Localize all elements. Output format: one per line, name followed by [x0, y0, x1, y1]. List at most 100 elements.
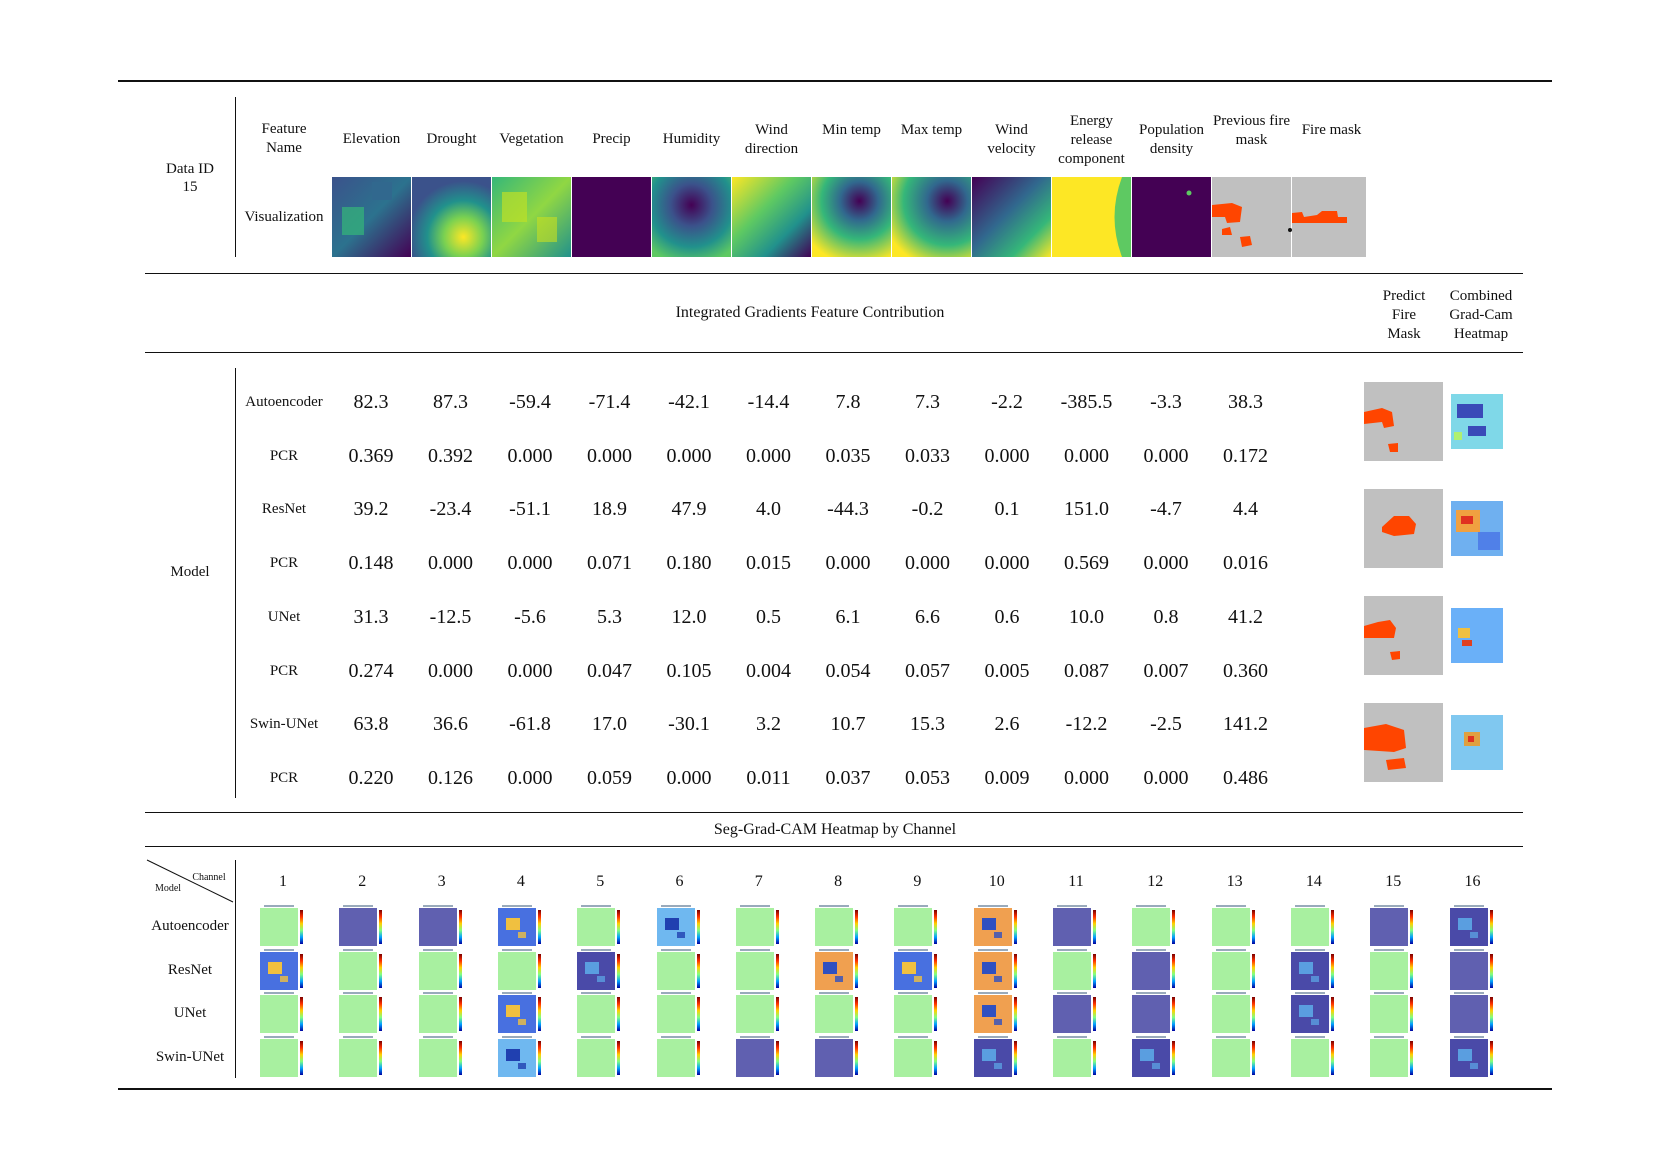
feature-header: Energy release component [1058, 113, 1125, 167]
ig-value: 0.037 [825, 766, 871, 789]
ig-value: 0.007 [1143, 659, 1189, 682]
vrule-top [235, 97, 236, 257]
ig-value: 38.3 [1228, 391, 1263, 413]
ig-value: 0.360 [1223, 659, 1268, 682]
ig-value: 63.8 [353, 713, 389, 736]
ig-value: 18.9 [592, 498, 627, 521]
feature-header: Wind velocity [987, 122, 1036, 157]
ig-value: -12.5 [429, 605, 472, 628]
cam-heatmap [339, 948, 383, 990]
ig-value: -3.3 [1150, 391, 1182, 413]
ig-value: -23.4 [429, 498, 472, 521]
feature-header: Humidity [662, 131, 721, 147]
ig-value: 0.000 [905, 552, 950, 575]
data-id-label: Data ID [166, 161, 214, 177]
ig-value: 3.2 [756, 713, 781, 736]
ig-value: 6.6 [915, 605, 940, 628]
ig-value: 15.3 [910, 713, 945, 736]
cam-heatmap [497, 992, 541, 1033]
ig-value: 0.126 [428, 766, 473, 789]
ig-value: 0.392 [428, 444, 473, 467]
ig-value: 0.000 [428, 659, 473, 682]
ig-value: 39.2 [353, 498, 389, 521]
cam-heatmap [1053, 992, 1096, 1033]
ig-value: 0.000 [1143, 552, 1189, 575]
feature-visualizations [332, 177, 1366, 257]
ig-row-label: UNet [267, 608, 301, 625]
cam-heatmap [418, 905, 462, 946]
viz-max-temp [892, 177, 971, 257]
channel-header: 3 [437, 873, 446, 890]
ig-value: 10.0 [1069, 605, 1104, 628]
ig-value: 5.3 [597, 605, 622, 628]
cam-heatmap [1449, 905, 1493, 946]
viz-wind-velocity [972, 177, 1051, 257]
ig-value: 0.087 [1064, 659, 1109, 682]
ig-value: -44.3 [827, 498, 869, 521]
channel-header: 14 [1305, 873, 1322, 890]
ig-row-label: PCR [269, 447, 299, 464]
cam-heatmap [1370, 1035, 1414, 1077]
ig-value: 0.035 [825, 444, 871, 467]
ig-value: -61.8 [509, 713, 551, 736]
cam-heatmap [1053, 948, 1096, 990]
ig-value: 151.0 [1064, 498, 1109, 521]
combined-gradcam-label: Combined Grad-Cam Heatmap [1449, 288, 1513, 342]
rule-after-ig-header [145, 352, 1523, 353]
cam-heatmap [1290, 992, 1334, 1033]
ig-value: -30.1 [668, 713, 710, 736]
feature-header: Wind direction [744, 122, 799, 157]
viz-min-temp [812, 177, 891, 257]
ig-value: -5.6 [514, 605, 546, 628]
cam-heatmap [1370, 905, 1414, 946]
cam-heatmap [1449, 992, 1493, 1033]
ig-value: 0.047 [587, 659, 632, 682]
ig-row-label: PCR [269, 769, 299, 786]
cam-heatmap [1370, 992, 1414, 1033]
cam-heatmap [894, 948, 938, 990]
channel-header: 6 [675, 873, 684, 890]
ig-value: 0.000 [1064, 444, 1109, 467]
ig-value: 4.4 [1233, 498, 1258, 521]
ig-value: 0.000 [507, 659, 553, 682]
vrule-cam [235, 860, 236, 1078]
cam-model-label: ResNet [167, 961, 213, 978]
ig-row-label: ResNet [261, 501, 307, 518]
ig-value: 0.369 [348, 444, 394, 467]
cam-heatmap [735, 992, 779, 1033]
channel-header: 7 [754, 873, 763, 890]
cam-heatmap [815, 1035, 859, 1077]
feature-header: Min temp [822, 122, 881, 138]
ig-value: 82.3 [353, 391, 389, 413]
cam-heatmap [497, 905, 541, 946]
feature-header: Population density [1138, 122, 1204, 157]
ig-value: 0.009 [984, 766, 1030, 789]
viz-wind-direction [732, 177, 811, 257]
cam-heatmap [1211, 905, 1255, 946]
cam-heatmap [260, 948, 303, 990]
cam-heatmap [894, 992, 938, 1033]
cam-heatmap [577, 992, 621, 1033]
rule-after-seg-title [145, 846, 1523, 847]
ig-value: 0.000 [825, 552, 871, 575]
cam-heatmap [973, 992, 1017, 1033]
ig-value: 0.5 [756, 605, 781, 628]
ig-value: 47.9 [671, 498, 707, 521]
ig-value: 0.004 [746, 659, 791, 682]
cam-heatmap [815, 905, 859, 946]
ig-value: -385.5 [1060, 391, 1113, 413]
cam-heatmap [1132, 992, 1176, 1033]
corner-model-label: Model [154, 883, 182, 894]
channel-header: 8 [834, 873, 843, 890]
cam-heatmap [418, 948, 462, 990]
top-rule [118, 80, 1552, 82]
channel-header: 5 [596, 873, 605, 890]
ig-value: 41.2 [1228, 605, 1263, 628]
ig-value: 0.000 [1143, 766, 1189, 789]
cam-heatmap [260, 905, 303, 946]
ig-value: -51.1 [509, 498, 551, 521]
ig-value: 6.1 [835, 605, 861, 628]
ig-value: 0.1 [994, 498, 1020, 521]
ig-value: 87.3 [433, 391, 468, 413]
ig-row-label: Swin-UNet [249, 716, 319, 733]
